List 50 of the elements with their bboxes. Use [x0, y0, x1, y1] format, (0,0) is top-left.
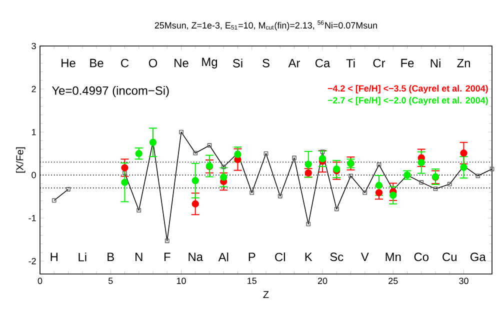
annotation: Ar — [288, 58, 300, 68]
annotation: Mg — [202, 58, 218, 68]
annotation: K — [305, 252, 312, 262]
annotation: B — [108, 252, 114, 262]
annotation: Fe — [401, 58, 414, 68]
annotation: Cu — [442, 252, 456, 262]
annotation: P — [248, 252, 256, 262]
annotation: Co — [414, 252, 429, 262]
annotation: V — [360, 252, 369, 262]
text: −2.7 < [Fe/H] <−2.0 (Cayrel et al. 2004) — [328, 96, 488, 106]
annotation: Ti — [346, 58, 355, 68]
annotation: Cr — [373, 58, 386, 68]
annotation: H — [50, 252, 58, 262]
y-tick-label: 1 — [32, 128, 36, 136]
y-tick-label: 2 — [32, 86, 36, 92]
annotation: Zn — [457, 58, 470, 68]
y-tick-label: -1 — [28, 214, 36, 222]
annotation: Cl — [275, 252, 285, 262]
annotation: Si — [232, 58, 242, 68]
annotation: N — [136, 252, 142, 262]
y-axis-title: [X/Fe] — [16, 147, 26, 173]
annotation: Na — [188, 252, 204, 262]
x-tick-label: 5 — [108, 278, 113, 284]
chart-title: 25Msun, Z=1e-3, E$_{51}$=10, M$_{cut}$(fin)=2.13, $^{56}$Ni=0.07Msun — [154, 20, 377, 30]
annotation: Li — [78, 252, 86, 262]
y-tick-label: 0 — [32, 172, 36, 178]
annotation: He — [62, 58, 76, 68]
x-tick-label: 10 — [176, 278, 186, 284]
annotation: Ne — [174, 58, 188, 68]
annotation: O — [148, 58, 158, 68]
annotation: Be — [90, 58, 104, 68]
x-tick-label: 30 — [459, 278, 468, 284]
annotation: Sc — [330, 252, 344, 262]
annotation: Ye=0.4997 (incom−Si) — [52, 86, 169, 98]
y-tick-label: 3 — [32, 42, 36, 50]
annotation: Mn — [386, 252, 401, 262]
annotation: Ni — [430, 58, 440, 68]
x-tick-label: 0 — [38, 278, 42, 284]
annotation: C — [121, 58, 129, 68]
annotation: Ga — [470, 252, 486, 262]
text: −4.2 < [Fe/H] <−3.5 (Cayrel et al. 2004) — [328, 85, 488, 94]
annotation: Al — [218, 252, 228, 262]
x-axis-title: Z — [263, 291, 269, 298]
x-tick-label: 15 — [248, 278, 256, 284]
y-tick-label: -2 — [28, 258, 36, 264]
x-tick-label: 20 — [318, 278, 328, 284]
annotation: Ca — [315, 58, 330, 68]
annotation: S — [262, 58, 270, 68]
x-tick-label: 25 — [388, 278, 398, 284]
annotation: F — [164, 252, 170, 262]
